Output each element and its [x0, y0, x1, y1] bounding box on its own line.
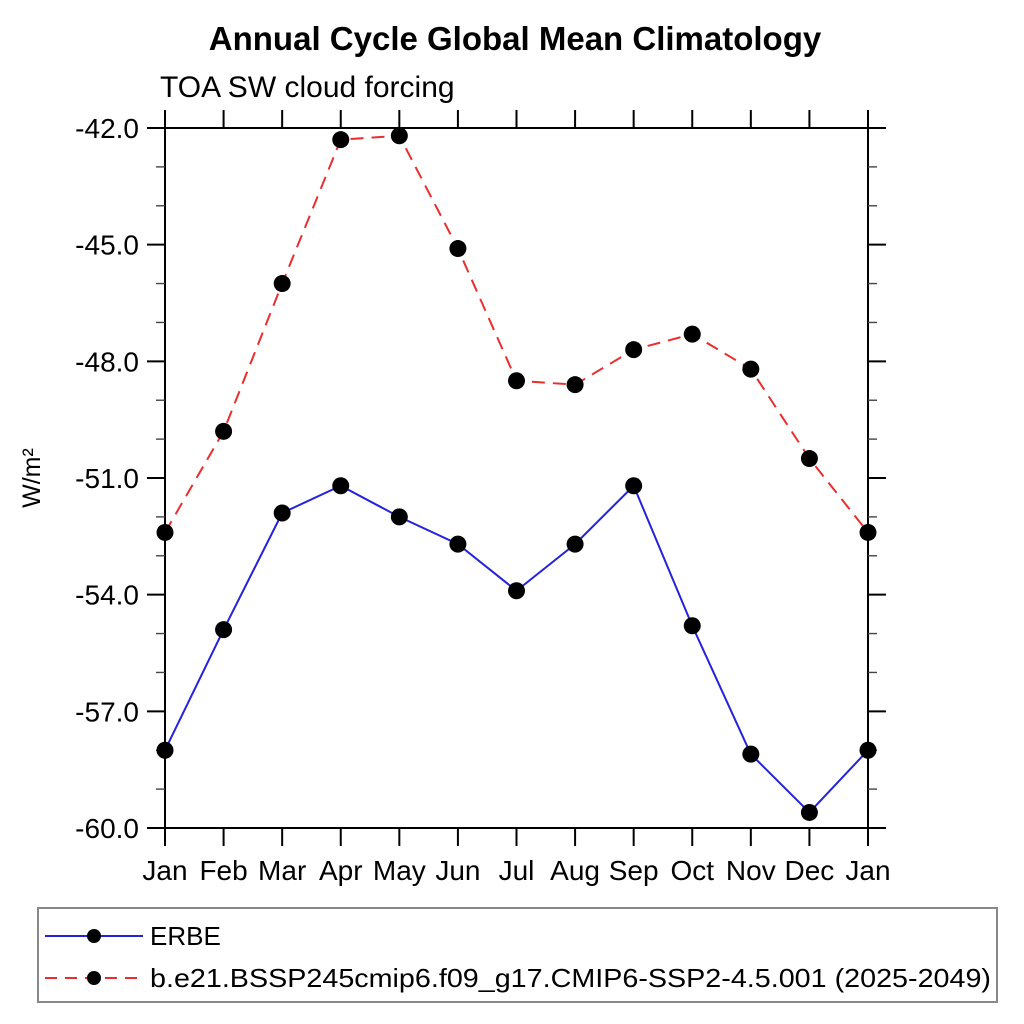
x-tick-label: Aug	[550, 855, 600, 886]
model-data-point-marker	[508, 372, 525, 390]
x-tick-label: Jan	[845, 855, 890, 886]
erbe-data-point-marker	[683, 617, 701, 635]
x-tick-label: Apr	[319, 855, 363, 886]
erbe-data-point-marker	[566, 535, 584, 553]
legend-marker-dot	[87, 929, 101, 943]
y-tick-label: -54.0	[75, 580, 139, 611]
legend-entry-erbe: ERBE	[45, 921, 221, 951]
x-tick-label: Nov	[726, 855, 776, 886]
chart-subtitle: TOA SW cloud forcing	[160, 71, 455, 104]
legend-entry-model: b.e21.BSSP245cmip6.f09_g17.CMIP6-SSP2-4.…	[45, 963, 991, 993]
erbe-data-point-marker	[390, 508, 408, 526]
x-tick-label: Dec	[785, 855, 835, 886]
model-data-point-marker	[800, 450, 818, 468]
model-data-point-marker	[390, 127, 408, 145]
erbe-data-point-marker	[859, 741, 877, 759]
model-data-point-marker	[625, 341, 643, 359]
legend-label-model: b.e21.BSSP245cmip6.f09_g17.CMIP6-SSP2-4.…	[150, 963, 991, 993]
model-data-point-marker	[332, 131, 350, 149]
model-data-point-marker	[449, 240, 467, 258]
erbe-line	[164, 484, 869, 814]
model-data-point-marker	[156, 523, 174, 541]
y-tick-label: -60.0	[75, 813, 139, 844]
erbe-data-point-marker	[273, 504, 291, 522]
erbe-data-point-marker	[215, 621, 233, 639]
legend: ERBE b.e21.BSSP245cmip6.f09_g17.CMIP6-SS…	[37, 907, 998, 1003]
x-tick-label: May	[373, 855, 426, 886]
legend-marker-dot	[87, 971, 101, 985]
erbe-data-point-marker	[800, 803, 818, 821]
x-tick-label: Jul	[499, 855, 535, 886]
y-axis-label: W/m²	[18, 448, 46, 508]
erbe-data-point-marker	[449, 535, 467, 553]
legend-box	[37, 907, 998, 1003]
plot-frame	[164, 127, 869, 829]
y-tick-label: -57.0	[75, 696, 139, 727]
model-data-point-marker	[683, 325, 701, 343]
y-tick-label: -45.0	[75, 230, 139, 261]
model-line	[164, 134, 869, 534]
x-tick-label: Mar	[258, 855, 306, 886]
x-tick-label: Jan	[142, 855, 187, 886]
model-data-point-marker	[273, 275, 291, 293]
legend-label-erbe: ERBE	[150, 921, 221, 951]
x-tick-label: Jun	[435, 855, 480, 886]
x-tick-label: Sep	[609, 855, 659, 886]
model-data-point-marker	[859, 523, 877, 541]
model-data-point-marker	[215, 422, 233, 440]
y-tick-label: -48.0	[75, 346, 139, 377]
x-tick-label: Feb	[199, 855, 247, 886]
x-tick-label: Oct	[670, 855, 714, 886]
erbe-data-point-marker	[508, 582, 525, 600]
erbe-data-point-marker	[156, 741, 174, 759]
y-tick-label: -42.0	[75, 113, 139, 144]
erbe-data-point-marker	[332, 477, 350, 495]
model-data-point-marker	[742, 360, 760, 378]
erbe-data-point-marker	[742, 745, 760, 763]
model-data-point-marker	[566, 376, 584, 394]
chart-title: Annual Cycle Global Mean Climatology	[209, 20, 822, 57]
y-tick-label: -51.0	[75, 463, 139, 494]
erbe-data-point-marker	[625, 477, 643, 495]
